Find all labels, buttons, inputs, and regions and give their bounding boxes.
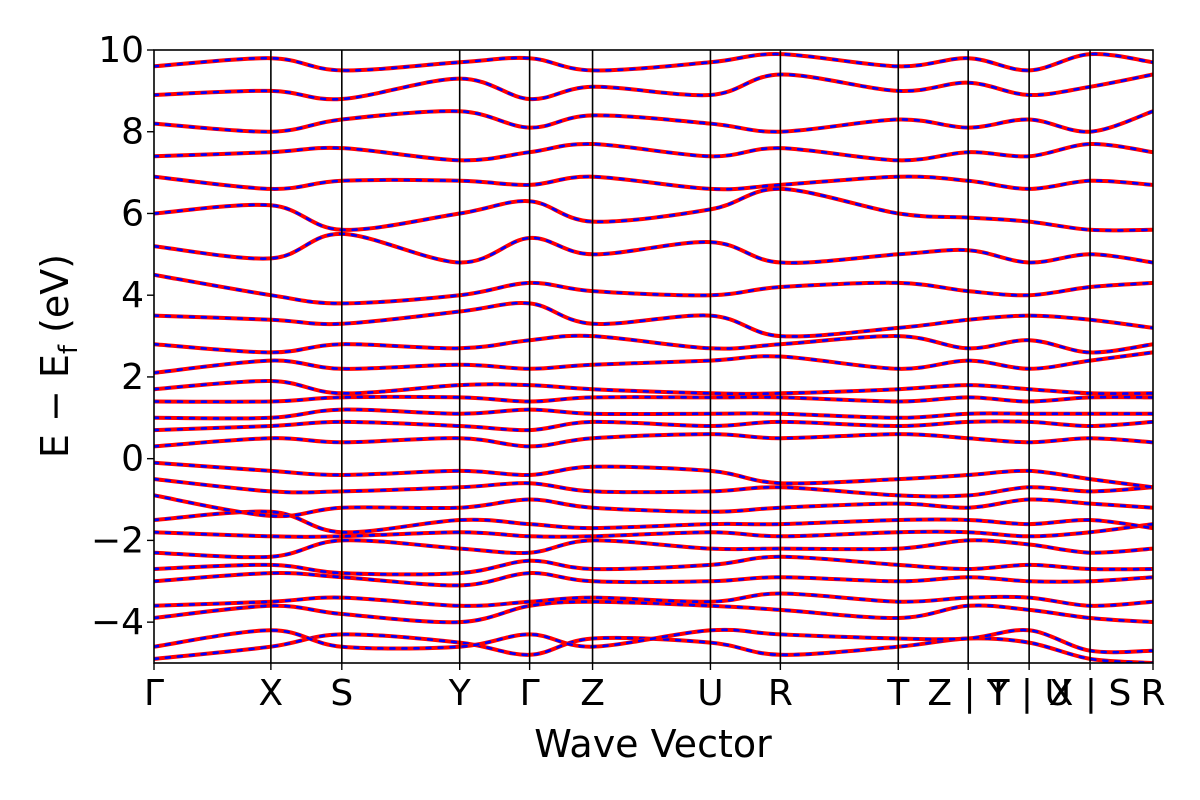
band-23-red-line (154, 186, 1153, 233)
band-17-blue-line (154, 379, 1153, 396)
band-25-blue-line (154, 142, 1153, 162)
band-12-blue-line (154, 461, 1153, 489)
y-axis-title-unit: (eV) (33, 254, 77, 333)
x-tick-label: Z | Y (927, 673, 1010, 714)
y-tick-label: 4 (121, 275, 144, 316)
band-22-blue-line (154, 232, 1153, 265)
x-tick-label: Γ (144, 673, 164, 714)
band-13-blue-line (154, 432, 1153, 448)
band-15-blue-line (154, 408, 1153, 420)
plot-frame (153, 49, 1154, 664)
y-axis-title-main: E − E (33, 354, 77, 458)
band-7-blue-line (154, 538, 1153, 559)
x-tick-label: Γ (520, 673, 540, 714)
x-tick-label: T | U (986, 673, 1070, 714)
band-27-blue-line (154, 73, 1153, 101)
y-tick-label: 2 (121, 357, 144, 398)
band-5-blue-line (154, 571, 1153, 587)
band-21-red-line (154, 272, 1153, 306)
band-14-red-line (154, 419, 1153, 433)
band-23-blue-line (154, 187, 1153, 232)
band-26-red-line (154, 109, 1153, 134)
band-16-blue-line (154, 395, 1153, 404)
band-6-blue-line (154, 555, 1153, 576)
band-21-blue-line (154, 273, 1153, 305)
x-tick-label: X (259, 673, 284, 714)
band-20-blue-line (154, 301, 1153, 338)
band-3-blue-line (154, 600, 1153, 624)
band-16-red-line (154, 394, 1153, 404)
band-15-red-line (154, 407, 1153, 421)
band-25-red-line (154, 141, 1153, 163)
band-8-blue-line (154, 522, 1153, 539)
band-12-red-line (154, 460, 1153, 490)
band-4-blue-line (154, 592, 1153, 608)
band-11-blue-line (154, 477, 1153, 498)
band-9-blue-line (154, 510, 1153, 534)
y-tick-label: −4 (91, 602, 144, 643)
band-10-red-line (154, 493, 1153, 519)
band-18-red-line (154, 350, 1153, 375)
band-lines (154, 51, 1153, 663)
y-tick-label: 6 (121, 193, 144, 234)
y-axis-title: E − Ef (eV) (33, 254, 84, 458)
x-tick-label: Z (580, 673, 605, 714)
x-tick-label: R (768, 673, 793, 714)
x-tick-label: U (697, 673, 723, 714)
y-tick-label: −2 (91, 520, 144, 561)
band-11-red-line (154, 477, 1153, 499)
band-10-blue-line (154, 494, 1153, 518)
band-14-blue-line (154, 420, 1153, 432)
x-tick-label: T (886, 673, 910, 714)
y-axis-ticks: 10 8 6 4 2 0 −2 −4 (91, 30, 154, 643)
band-24-blue-line (154, 175, 1153, 191)
x-axis-title: Wave Vector (534, 722, 772, 766)
x-tick-label: S (330, 673, 353, 714)
y-tick-label: 0 (121, 439, 144, 480)
high-symmetry-lines (270, 50, 1091, 663)
y-tick-label: 10 (98, 30, 144, 71)
y-tick-label: 8 (121, 112, 144, 153)
band-28-blue-line (154, 52, 1153, 72)
band-1-red-line (154, 632, 1153, 663)
band-3-red-line (154, 599, 1153, 625)
x-tick-label: R (1140, 673, 1165, 714)
band-18-blue-line (154, 351, 1153, 375)
x-tick-label: X | S (1049, 673, 1132, 714)
y-axis-title-subscript: f (54, 344, 84, 354)
band-19-blue-line (154, 334, 1153, 354)
band-27-red-line (154, 72, 1153, 102)
band-20-red-line (154, 301, 1153, 339)
x-tick-label: Y (448, 673, 472, 714)
